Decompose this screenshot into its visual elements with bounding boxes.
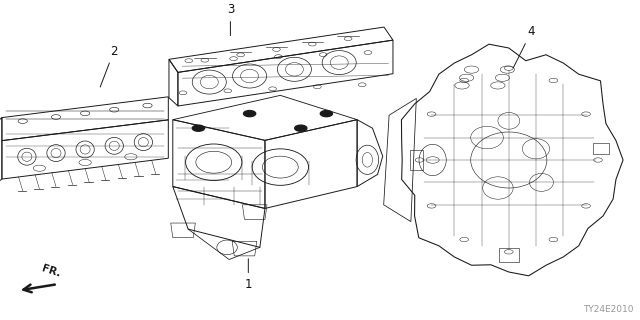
Circle shape — [344, 37, 352, 41]
Circle shape — [81, 111, 90, 116]
Circle shape — [237, 53, 244, 57]
Circle shape — [295, 125, 307, 131]
Text: 1: 1 — [244, 259, 252, 291]
Circle shape — [143, 103, 152, 108]
Circle shape — [109, 108, 119, 112]
Circle shape — [321, 110, 333, 116]
Circle shape — [192, 125, 205, 131]
Circle shape — [243, 110, 256, 116]
Circle shape — [201, 58, 209, 62]
Text: 3: 3 — [227, 3, 234, 36]
Text: TY24E2010: TY24E2010 — [583, 305, 634, 314]
Bar — [410, 150, 423, 170]
Text: FR.: FR. — [40, 264, 62, 279]
Bar — [499, 248, 518, 262]
Circle shape — [51, 115, 61, 119]
Text: 2: 2 — [100, 44, 118, 87]
Circle shape — [308, 42, 316, 46]
Circle shape — [18, 119, 28, 124]
Bar — [593, 143, 609, 154]
Circle shape — [273, 47, 280, 51]
Text: 4: 4 — [513, 25, 535, 68]
